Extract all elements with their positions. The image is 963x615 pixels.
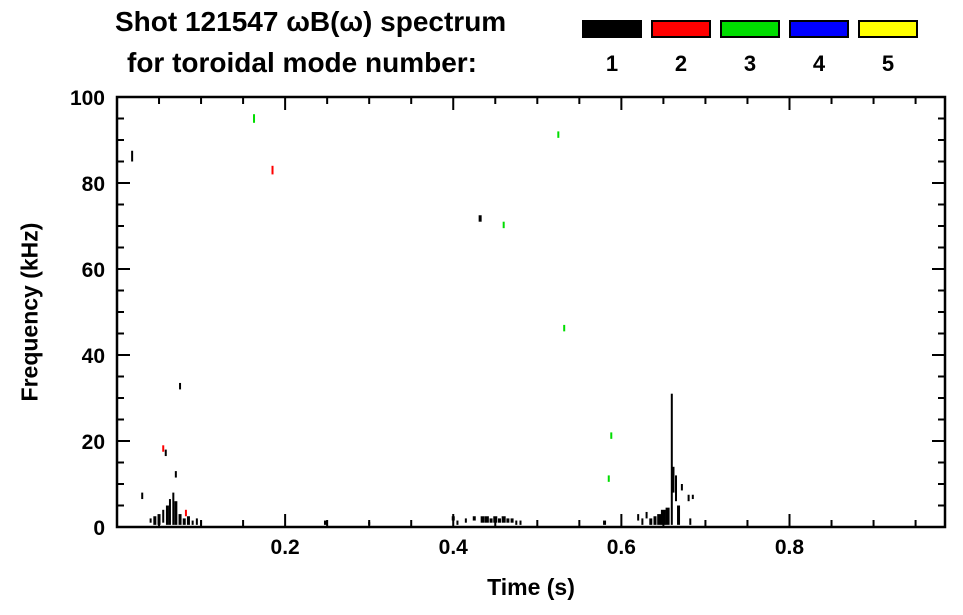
spectrum-point bbox=[153, 516, 157, 525]
x-axis-label: Time (s) bbox=[487, 574, 575, 600]
spectrum-point bbox=[368, 521, 371, 525]
y-tick-label: 60 bbox=[82, 259, 105, 282]
spectrum-point bbox=[493, 516, 498, 523]
spectrum-point bbox=[501, 516, 506, 523]
spectrum-point bbox=[515, 520, 518, 525]
spectrum-point bbox=[691, 494, 694, 500]
spectrum-point bbox=[672, 466, 675, 493]
spectrum-point bbox=[675, 475, 678, 502]
legend bbox=[582, 20, 918, 38]
spectrum-point bbox=[186, 516, 190, 525]
spectrum-point bbox=[178, 514, 182, 525]
spectrum-point bbox=[179, 382, 182, 390]
spectrum-point bbox=[195, 518, 198, 525]
spectrum-point bbox=[191, 520, 194, 525]
spectrum-point bbox=[165, 505, 169, 525]
legend-swatch-mode-5 bbox=[858, 20, 918, 38]
spectrum-point bbox=[506, 518, 510, 523]
spectrum-point bbox=[610, 432, 613, 439]
spectrum-point bbox=[660, 509, 666, 525]
spectrum-point bbox=[172, 492, 175, 525]
spectrum-point bbox=[649, 518, 653, 525]
spectrum-point bbox=[253, 114, 256, 123]
spectrum-point bbox=[680, 484, 683, 491]
x-tick-label: 0.6 bbox=[607, 536, 636, 559]
spectrum-point bbox=[657, 514, 662, 525]
spectrum-point bbox=[502, 221, 505, 229]
spectrum-point bbox=[141, 492, 144, 500]
spectrum-point bbox=[641, 518, 644, 525]
spectrum-point bbox=[162, 509, 165, 523]
legend-label-mode-1: 1 bbox=[605, 51, 619, 76]
y-tick-label: 100 bbox=[70, 87, 105, 110]
legend-label-mode-2: 2 bbox=[674, 51, 688, 76]
legend-swatch-mode-3 bbox=[720, 20, 780, 38]
spectrum-point bbox=[184, 509, 187, 517]
legend-numbers: 1 2 3 4 5 bbox=[582, 51, 918, 77]
spectrum-point bbox=[665, 507, 670, 525]
spectrum-point bbox=[149, 518, 152, 523]
y-tick-label: 20 bbox=[82, 431, 105, 454]
spectrum-point bbox=[484, 516, 489, 523]
spectrum-point bbox=[497, 518, 501, 523]
spectrum-point bbox=[168, 499, 171, 525]
spectrum-point bbox=[323, 520, 327, 525]
spectrum-point bbox=[563, 324, 566, 332]
spectrum-point bbox=[472, 516, 476, 521]
spectrum-point bbox=[557, 131, 560, 138]
spectrum-point bbox=[131, 150, 134, 162]
spectrum-point bbox=[607, 475, 610, 482]
spectrum-point bbox=[456, 520, 459, 525]
legend-swatch-mode-2 bbox=[651, 20, 711, 38]
x-tick-label: 0.2 bbox=[271, 536, 300, 559]
spectrum-point bbox=[637, 514, 640, 521]
legend-label-mode-4: 4 bbox=[812, 51, 826, 76]
spectrum-point bbox=[519, 520, 522, 525]
x-tick-label: 0.8 bbox=[775, 536, 805, 559]
legend-swatch-mode-1 bbox=[582, 20, 642, 38]
spectrum-point bbox=[271, 165, 274, 175]
spectrum-point bbox=[687, 494, 690, 502]
spectrum-point bbox=[653, 516, 657, 525]
legend-swatch-mode-4 bbox=[789, 20, 849, 38]
spectrum-point bbox=[645, 511, 648, 519]
spectrum-point bbox=[174, 471, 177, 478]
y-tick-label: 0 bbox=[93, 517, 105, 540]
spectrum-point bbox=[164, 449, 167, 457]
y-tick-label: 80 bbox=[82, 173, 105, 196]
y-tick-label: 40 bbox=[82, 345, 105, 368]
plot-frame bbox=[115, 95, 947, 529]
spectrum-point bbox=[689, 518, 692, 525]
x-tick-label: 0.4 bbox=[439, 536, 469, 559]
spectrum-point bbox=[510, 518, 514, 523]
spectrum-point bbox=[157, 514, 161, 525]
legend-label-mode-3: 3 bbox=[743, 51, 757, 76]
spectrum-point bbox=[174, 501, 178, 525]
spectrum-point bbox=[489, 518, 493, 523]
chart-title: Shot 121547 ωB(ω) spectrum bbox=[115, 6, 507, 37]
spectrum-point bbox=[677, 505, 681, 525]
chart-subtitle: for toroidal mode number: bbox=[127, 47, 477, 78]
spectrum-point bbox=[182, 518, 186, 525]
spectrum-point bbox=[451, 516, 455, 521]
spectrum-point bbox=[478, 215, 482, 222]
spectrum-point bbox=[162, 445, 165, 452]
spectrum-point bbox=[670, 393, 673, 525]
spectrum-point bbox=[200, 520, 203, 525]
legend-label-mode-5: 5 bbox=[881, 51, 895, 76]
spectrum-point bbox=[480, 516, 485, 523]
y-axis-label: Frequency (kHz) bbox=[16, 222, 43, 402]
spectrum-point bbox=[603, 520, 607, 525]
spectrum-point bbox=[464, 518, 467, 523]
